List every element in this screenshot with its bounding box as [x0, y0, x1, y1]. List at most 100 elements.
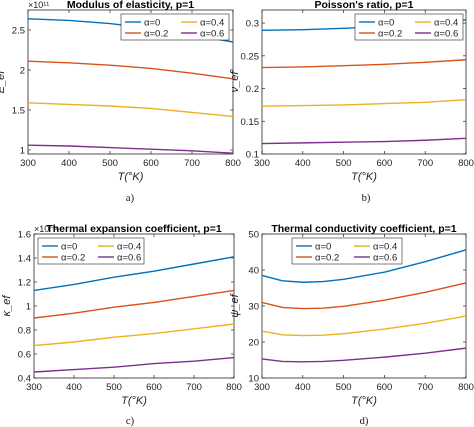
y-tick-label: 1	[20, 146, 25, 157]
x-tick-label: 500	[106, 382, 122, 393]
x-tick-label: 700	[186, 382, 202, 393]
series-line-4	[33, 356, 235, 373]
legend-label: α=0.6	[117, 253, 141, 264]
x-tick-label: 500	[102, 158, 118, 169]
x-tick-label: 500	[336, 382, 352, 393]
y-axis-label: E_ef	[0, 70, 7, 94]
x-tick-label: 800	[458, 382, 474, 393]
y-tick-label: 0.4	[18, 374, 31, 385]
y-tick-label: 0.6	[18, 350, 31, 361]
chart-title: Poisson's ratio, p=1	[314, 0, 413, 11]
series-line-2	[27, 60, 234, 80]
series-line-3	[261, 315, 467, 337]
legend-box	[37, 237, 145, 265]
y-tick-label: 10	[248, 374, 259, 385]
x-tick-label: 600	[376, 158, 392, 169]
legend-label: α=0.6	[200, 29, 224, 40]
y-exponent-label: ×10¹¹	[28, 0, 49, 10]
series-line-2	[261, 282, 467, 310]
y-tick-label: 0.3	[246, 19, 259, 30]
legend-label: α=0.2	[315, 253, 339, 264]
legend-label: α=0.2	[378, 29, 402, 40]
y-tick-label: 1	[26, 302, 31, 313]
series-line-1	[261, 249, 467, 283]
legend-label: α=0.2	[144, 29, 168, 40]
panel-caption: c)	[126, 416, 135, 427]
legend-label: α=0.6	[434, 29, 458, 40]
chart-title: Thermal expansion coefficient, p=1	[46, 223, 222, 235]
chart-panel-1: Modulus of elasticity, p=1 300 400 500 600 70…	[0, 0, 241, 204]
x-tick-label: 300	[254, 382, 270, 393]
x-axis-label: T(°K)	[351, 395, 377, 407]
legend-box	[354, 13, 464, 41]
legend-label: α=0.4	[434, 18, 458, 29]
legend: α=0 α=0.4 α=0.2 α=0.6	[291, 237, 403, 265]
x-axis-label: T(°K)	[121, 395, 147, 407]
x-tick-label: 300	[20, 158, 36, 169]
x-tick-label: 400	[295, 382, 311, 393]
y-tick-label: 0.1	[246, 150, 259, 161]
legend-label: α=0.4	[373, 242, 397, 253]
y-tick-label: 0.8	[18, 326, 31, 337]
series-line-2	[261, 59, 467, 69]
y-tick-label: 0.2	[246, 84, 259, 95]
y-tick-label: 1.6	[18, 230, 31, 241]
series-line-3	[261, 98, 467, 107]
panel-caption: a)	[126, 193, 135, 204]
legend-box	[291, 237, 403, 265]
chart-panel-3: Thermal expansion coefficient, p=1 300 400…	[1, 223, 242, 427]
y-tick-label: 0.15	[241, 117, 260, 128]
legend-label: α=0	[378, 18, 394, 29]
chart-title: Modulus of elasticity, p=1	[67, 0, 194, 11]
x-tick-label: 300	[254, 158, 270, 169]
y-axis-label: κ_ef	[1, 295, 13, 317]
x-tick-label: 800	[226, 382, 242, 393]
y-tick-label: 2.5	[12, 26, 25, 37]
x-tick-label: 400	[295, 158, 311, 169]
x-tick-label: 300	[26, 382, 42, 393]
series-line-2	[33, 289, 235, 319]
x-tick-label: 700	[184, 158, 200, 169]
x-axis-label: T(°K)	[351, 171, 377, 183]
legend-label: α=0.6	[373, 253, 397, 264]
panel-caption: d)	[360, 416, 369, 427]
y-tick-label: 1.5	[12, 106, 25, 117]
x-tick-label: 400	[66, 382, 82, 393]
series-line-4	[261, 347, 467, 363]
legend: α=0 α=0.4 α=0.2 α=0.6	[354, 13, 464, 41]
legend-label: α=0.4	[200, 18, 224, 29]
y-axis-label: ν_ef	[229, 71, 241, 93]
x-axis-label: T(°K)	[118, 171, 144, 183]
legend-label: α=0.4	[117, 242, 141, 253]
legend-label: α=0	[144, 18, 160, 29]
x-tick-label: 700	[417, 158, 433, 169]
series-line-4	[261, 137, 467, 145]
series-line-1	[33, 256, 235, 292]
legend-box	[120, 13, 230, 41]
y-tick-label: 30	[248, 302, 259, 313]
x-tick-label: 800	[458, 158, 474, 169]
x-tick-label: 600	[376, 382, 392, 393]
legend-label: α=0	[315, 242, 331, 253]
chart-panel-4: Thermal conductivity coefficient, p=1 300…	[229, 223, 474, 427]
y-tick-label: 2	[20, 66, 25, 77]
x-tick-label: 700	[417, 382, 433, 393]
y-tick-label: 1.2	[18, 278, 31, 289]
series-line-3	[33, 323, 235, 347]
x-tick-label: 600	[143, 158, 159, 169]
x-tick-label: 500	[336, 158, 352, 169]
panel-caption: b)	[362, 193, 371, 204]
chart-title: Thermal conductivity coefficient, p=1	[271, 223, 456, 235]
y-tick-label: 1.4	[18, 254, 31, 265]
x-tick-label: 600	[146, 382, 162, 393]
legend-label: α=0	[61, 242, 77, 253]
series-line-3	[27, 102, 234, 118]
y-axis-label: ψ_ef	[229, 293, 241, 317]
y-tick-label: 20	[248, 338, 259, 349]
x-tick-label: 400	[61, 158, 77, 169]
y-tick-label: 50	[248, 230, 259, 241]
x-tick-label: 800	[225, 158, 241, 169]
legend: α=0 α=0.4 α=0.2 α=0.6	[120, 13, 230, 41]
y-tick-label: 40	[248, 266, 259, 277]
